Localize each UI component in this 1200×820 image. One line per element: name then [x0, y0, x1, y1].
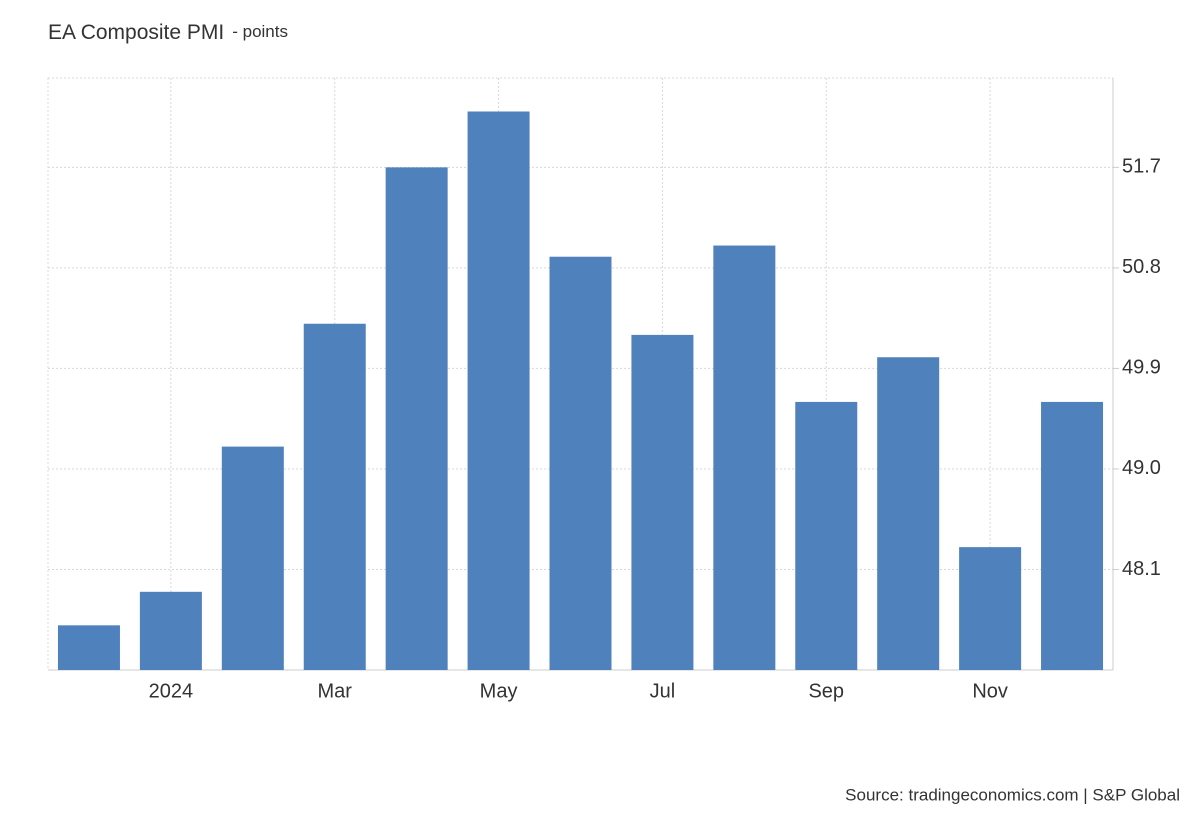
source: Source: tradingeconomics.com | S&P Globa… [845, 785, 1180, 804]
y-tick-label: 48.1 [1122, 558, 1161, 580]
x-tick-label: May [480, 680, 518, 702]
bar [385, 167, 448, 670]
chart-title-group: EA Composite PMI - points [48, 21, 288, 44]
y-tick-label: 50.8 [1122, 256, 1161, 278]
x-tick-label: Jul [650, 680, 676, 702]
y-tick-label: 49.0 [1122, 457, 1161, 479]
bar [877, 357, 940, 670]
bar [795, 401, 858, 670]
x-tick-label: 2024 [149, 680, 194, 702]
bar [631, 334, 694, 670]
bar [713, 245, 776, 670]
bar [303, 323, 366, 670]
bar [57, 625, 120, 670]
bar [221, 446, 284, 670]
bar [549, 256, 612, 670]
chart-subtitle: - points [232, 22, 288, 41]
x-tick-label: Nov [972, 680, 1008, 702]
chart-title: EA Composite PMI [48, 21, 224, 44]
bar [959, 547, 1022, 670]
bar [467, 111, 530, 670]
bar [1041, 401, 1104, 670]
x-tick-label: Sep [808, 680, 844, 702]
x-tick-label: Mar [318, 680, 353, 702]
bar [139, 591, 202, 670]
y-tick-label: 49.9 [1122, 357, 1161, 379]
y-tick-label: 51.7 [1122, 156, 1161, 178]
